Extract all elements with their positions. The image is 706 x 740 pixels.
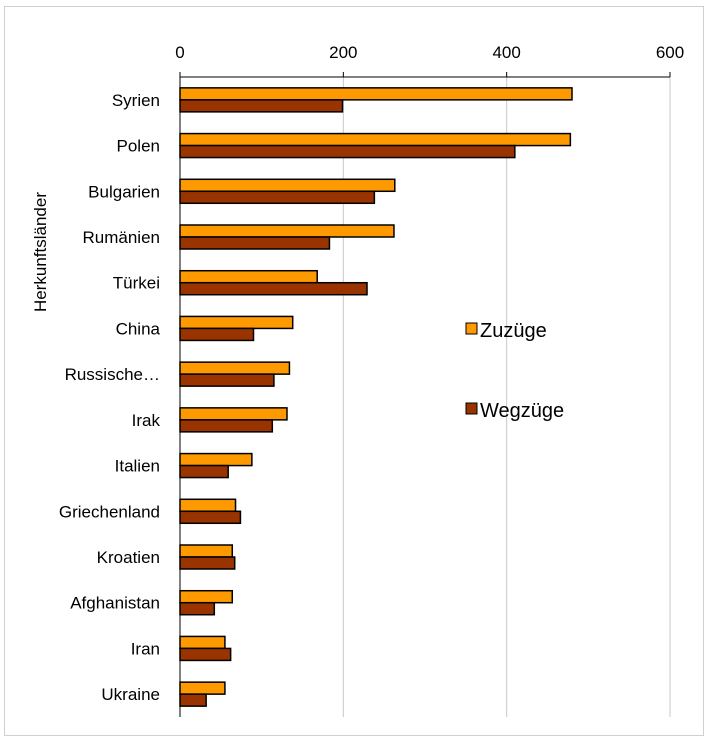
bar-zuzuege-1 [179, 132, 572, 147]
legend: Zuzüge Wegzüge [465, 320, 564, 422]
category-label: Rumänien [83, 228, 161, 247]
bar-wegzuege-7 [179, 419, 274, 433]
bar-wegzuege-10 [179, 556, 236, 570]
bar-zuzuege-0 [179, 87, 573, 101]
bar-zuzuege-3 [179, 224, 395, 238]
tick-label-0: 0 [175, 43, 184, 62]
category-label: Griechenland [59, 502, 160, 521]
gridlines [342, 77, 671, 717]
bar-zuzuege-2 [179, 178, 396, 193]
category-label: China [116, 319, 161, 338]
category-label: Afghanistan [70, 594, 160, 613]
bar-wegzuege-2 [179, 190, 376, 205]
legend-label-zuzuege: Zuzüge [480, 320, 547, 342]
bar-zuzuege-11 [179, 589, 234, 604]
bar-wegzuege-11 [179, 601, 216, 616]
bar-wegzuege-8 [179, 464, 229, 479]
bar-zuzuege-5 [179, 315, 294, 330]
category-label: Ukraine [101, 685, 160, 704]
bar-zuzuege-7 [179, 407, 288, 421]
category-label: Polen [117, 137, 160, 156]
category-labels: Syrien Polen Bulgarien Rumänien Türkei China R… [59, 91, 161, 704]
x-axis-ticks: 0 200 400 600 [175, 43, 684, 77]
bar-wegzuege-5 [179, 327, 255, 342]
y-axis-title: Herkunftsländer [31, 192, 50, 312]
legend-swatch-wegzuege [465, 402, 478, 415]
bar-zuzuege-6 [179, 361, 291, 375]
bar-wegzuege-9 [179, 510, 242, 525]
tick-label-400: 400 [492, 43, 520, 62]
category-label: Bulgarien [88, 182, 160, 201]
tick-label-200: 200 [329, 43, 357, 62]
category-label: Kroatien [97, 548, 160, 567]
bar-wegzuege-3 [179, 236, 331, 250]
legend-swatch-zuzuege [465, 322, 478, 335]
bar-zuzuege-8 [179, 452, 253, 467]
category-label: Syrien [112, 91, 160, 110]
category-label: Türkei [113, 274, 160, 293]
category-label: Italien [115, 457, 160, 476]
category-label: Irak [132, 411, 161, 430]
category-label: Iran [131, 639, 160, 658]
bars [179, 87, 573, 707]
category-label: Russische… [65, 365, 160, 384]
bar-wegzuege-13 [179, 693, 207, 707]
legend-label-wegzuege: Wegzüge [480, 400, 564, 422]
tick-label-600: 600 [656, 43, 684, 62]
bar-wegzuege-1 [179, 144, 516, 159]
bar-wegzuege-12 [179, 647, 232, 662]
bar-zuzuege-12 [179, 635, 226, 650]
bar-zuzuege-9 [179, 498, 237, 513]
bar-wegzuege-6 [179, 373, 275, 387]
chart-frame [4, 6, 704, 736]
bar-zuzuege-10 [179, 544, 234, 558]
bar-zuzuege-4 [179, 269, 318, 284]
bar-zuzuege-13 [179, 681, 226, 695]
bar-wegzuege-4 [179, 281, 368, 296]
bar-wegzuege-0 [179, 99, 344, 113]
